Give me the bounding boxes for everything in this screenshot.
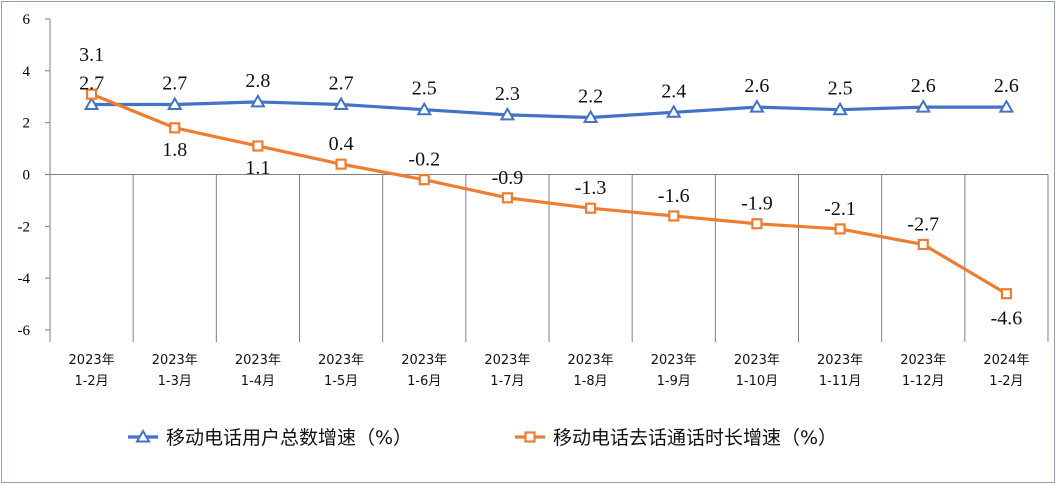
series-1-data-label: 2.5	[828, 78, 853, 100]
x-tick-label-year: 2023年	[235, 353, 281, 368]
series-2-data-label: -0.9	[492, 167, 524, 189]
y-tick-label: 6	[23, 12, 31, 28]
series-1-point	[83, 96, 100, 111]
series-1-data-label: 2.8	[245, 70, 270, 92]
x-tick-label-year: 2023年	[152, 353, 198, 368]
series-2-point	[335, 158, 347, 170]
legend-label-series-1: 移动电话用户总数增速（%）	[166, 427, 412, 449]
series-2-point	[917, 238, 929, 251]
y-tick-label: 4	[23, 64, 31, 80]
x-tick-label-year: 2023年	[734, 353, 780, 368]
legend-label-series-2: 移动电话去话通话时长增速（%）	[553, 427, 837, 449]
series-1-point	[998, 99, 1015, 113]
x-tick-label-year: 2023年	[900, 353, 946, 368]
series-2-data-label: -0.2	[408, 149, 440, 171]
series-1-point	[582, 109, 599, 123]
series-2-point	[668, 210, 680, 222]
x-tick-label-period: 1-3月	[158, 374, 192, 389]
series-2-data-label: 0.4	[329, 133, 354, 155]
series-2-point	[418, 174, 430, 186]
x-tick-label-year: 2024年	[983, 353, 1029, 368]
series-1-data-label: 2.3	[495, 83, 520, 105]
series-1-data-label: 2.7	[79, 73, 104, 95]
x-tick-label-year: 2023年	[484, 353, 530, 368]
series-1-data-label: 2.4	[661, 80, 686, 102]
series-1-data-label: 2.6	[994, 75, 1019, 97]
series-2-point	[501, 192, 514, 204]
series-2-point	[584, 202, 597, 214]
series-2-point	[1000, 288, 1013, 300]
series-1-data-label: 2.2	[578, 85, 603, 107]
series-1-point	[666, 104, 682, 118]
series-2-data-label: 1.8	[162, 139, 187, 161]
y-tick-label: 2	[23, 116, 31, 132]
series-2-data-label: -2.1	[824, 198, 856, 220]
series-1-point	[499, 106, 516, 121]
series-2-data-label: -1.3	[575, 177, 607, 199]
series-2-point	[751, 218, 763, 230]
y-tick-label: 0	[23, 168, 31, 184]
series-1-data-label: 2.7	[329, 73, 354, 95]
series-1-data-label: 2.7	[162, 73, 187, 95]
x-tick-label-period: 1-10月	[736, 374, 779, 389]
x-tick-label-year: 2023年	[401, 353, 447, 368]
x-tick-label-period: 1-9月	[657, 374, 691, 389]
series-1-data-label: 2.6	[744, 75, 769, 97]
series-line-1	[91, 100, 1007, 120]
x-tick-label-period: 1-2月	[74, 374, 108, 389]
series-2-data-label: 3.1	[79, 44, 104, 66]
x-tick-label-year: 2023年	[568, 353, 614, 368]
series-line-2	[90, 92, 1008, 296]
series-2-point	[85, 88, 98, 100]
x-tick-label-period: 1-2月	[989, 374, 1023, 389]
series-2-data-label: -1.9	[741, 193, 773, 215]
x-tick-label-year: 2023年	[651, 353, 697, 368]
series-2-data-label: -1.6	[658, 185, 690, 207]
x-tick-label-period: 1-5月	[324, 374, 358, 389]
x-tick-label-year: 2023年	[817, 353, 863, 368]
series-2-point	[252, 140, 264, 152]
y-tick-label: -4	[18, 271, 31, 287]
y-tick-label: -2	[18, 219, 31, 235]
series-1-point	[250, 93, 266, 108]
series-2-point	[834, 223, 846, 235]
series-1-data-label: 2.6	[911, 75, 936, 97]
series-1-point	[416, 101, 432, 116]
series-2-data-label: -2.7	[907, 213, 939, 235]
x-tick-label-period: 1-8月	[573, 374, 607, 389]
series-1-point	[749, 99, 765, 113]
series-1-point	[915, 99, 931, 113]
legend-marker-series-1	[135, 428, 151, 443]
series-1-point	[333, 96, 349, 111]
series-1-point	[167, 96, 183, 111]
x-tick-label-period: 1-11月	[819, 374, 862, 389]
x-tick-label-period: 1-7月	[490, 374, 524, 389]
series-2-data-label: 1.1	[245, 157, 270, 179]
series-2-point	[169, 122, 181, 134]
legend-marker-series-2	[524, 431, 536, 443]
series-1-data-label: 2.5	[412, 78, 437, 100]
x-tick-label-year: 2023年	[318, 353, 364, 368]
x-tick-label-period: 1-12月	[902, 374, 945, 389]
x-tick-label-period: 1-4月	[241, 374, 275, 389]
series-2-data-label: -4.6	[991, 308, 1023, 330]
x-tick-label-year: 2023年	[69, 353, 115, 368]
series-1-point	[832, 101, 848, 116]
x-tick-label-period: 1-6月	[407, 374, 441, 389]
y-tick-label: -6	[18, 323, 31, 339]
